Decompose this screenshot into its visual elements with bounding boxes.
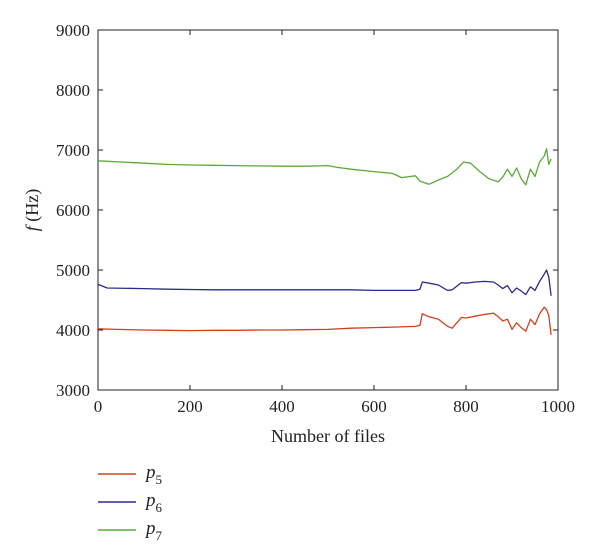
series-line-p6 (97, 269, 552, 296)
y-axis-label-symbol: f (22, 223, 42, 231)
x-tick-label: 1000 (541, 397, 575, 416)
series-line-p7 (97, 148, 552, 186)
y-tick-label: 6000 (56, 201, 90, 220)
y-tick-label: 5000 (56, 261, 90, 280)
x-tick-label: 400 (269, 397, 295, 416)
legend-entry-label: p7 (144, 518, 163, 543)
x-tick-label: 0 (94, 397, 103, 416)
ticks-layer: 0 200 400 600 800 1000 3000 4000 5000 6000 7000 800… (56, 21, 575, 416)
y-axis-label: f (Hz) (22, 189, 43, 232)
x-axis-label: Number of files (271, 426, 385, 446)
legend-entry-label: p6 (144, 490, 163, 515)
x-tick-label: 600 (361, 397, 387, 416)
y-axis-label-unit: (Hz) (22, 189, 43, 226)
y-tick-label: 8000 (56, 81, 90, 100)
x-tick-label: 800 (453, 397, 479, 416)
y-tick-label: 7000 (56, 141, 90, 160)
legend-entry-label: p5 (144, 462, 162, 487)
x-tick-label: 200 (177, 397, 203, 416)
y-tick-label: 9000 (56, 21, 90, 40)
y-tick-label: 4000 (56, 321, 90, 340)
series-layer (97, 148, 552, 335)
plot-frame (97, 29, 559, 391)
series-line-p5 (97, 306, 552, 335)
y-tick-label: 3000 (56, 381, 90, 400)
legend: p5 p6 p7 (98, 462, 163, 543)
